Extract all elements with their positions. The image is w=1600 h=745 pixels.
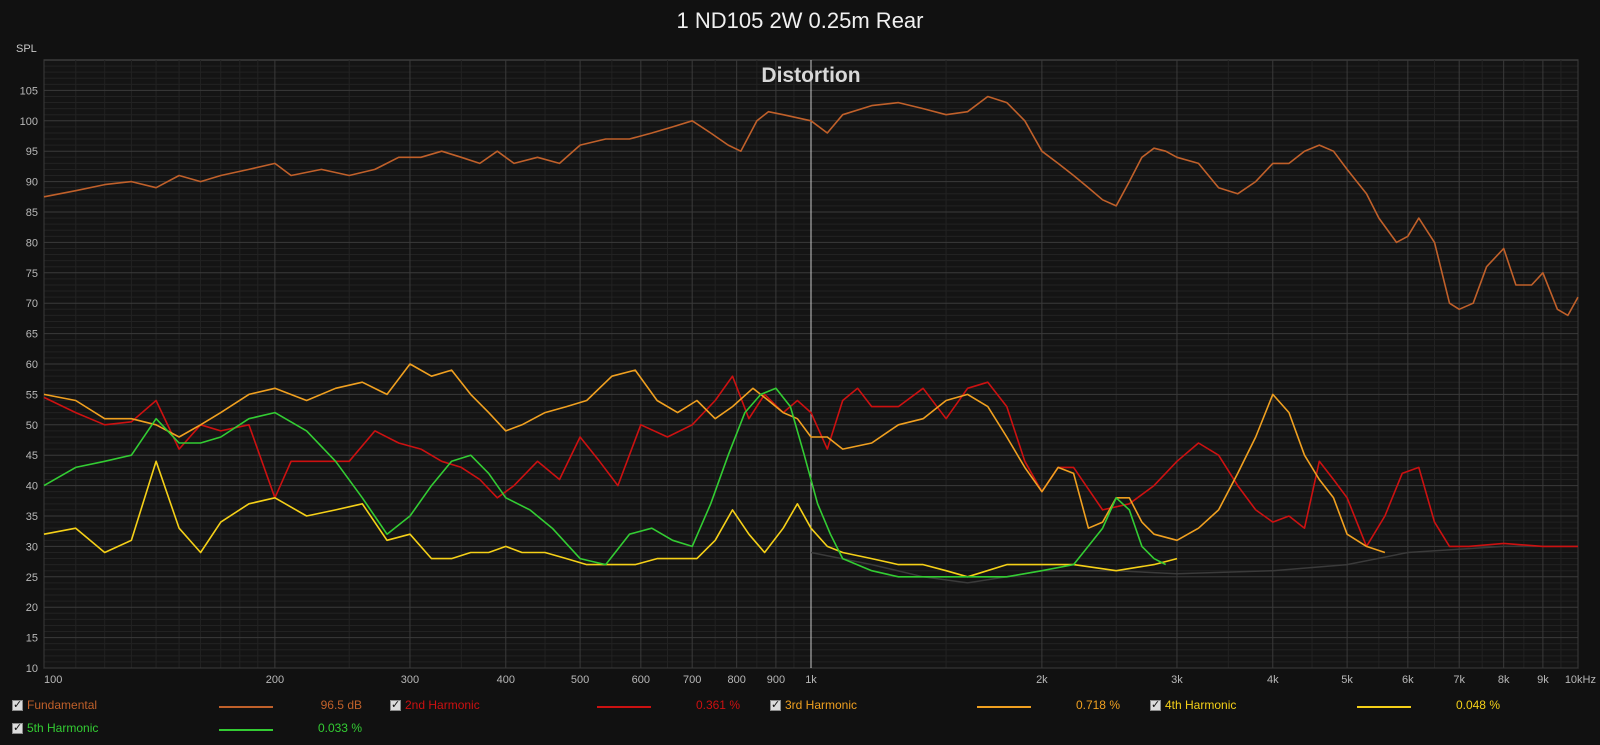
y-tick-label: 50 (26, 420, 38, 432)
y-tick-label: 95 (26, 146, 38, 158)
x-tick-label: 100 (44, 674, 62, 686)
legend-checkbox-5th-harmonic[interactable] (12, 721, 23, 734)
y-tick-label: 40 (26, 481, 38, 493)
y-tick-label: 105 (20, 85, 38, 97)
x-tick-label: 400 (497, 674, 515, 686)
y-tick-label: 80 (26, 237, 38, 249)
y-tick-label: 85 (26, 207, 38, 219)
y-tick-label: 90 (26, 177, 38, 189)
legend-checkbox-2nd-harmonic[interactable] (390, 698, 401, 711)
x-tick-label: 300 (401, 674, 419, 686)
x-tick-label: 4k (1267, 674, 1279, 686)
x-tick-label: 5k (1341, 674, 1353, 686)
y-tick-label: 70 (26, 298, 38, 310)
legend-value-fundamental: 96.5 dB (320, 698, 362, 712)
x-tick-label: 900 (767, 674, 785, 686)
legend-value-4th-harmonic: 0.048 % (1455, 698, 1500, 712)
x-tick-label: 600 (632, 674, 650, 686)
x-tick-label: 10kHz (1565, 674, 1596, 686)
series-line-5th-harmonic (43, 387, 1167, 578)
y-tick-label: 100 (20, 116, 38, 128)
x-tick-label: 3k (1171, 674, 1183, 686)
x-tick-label: 1k (805, 674, 817, 686)
y-tick-label: 15 (26, 633, 38, 645)
legend-swatch-fundamental (219, 706, 273, 708)
y-axis-label: SPL (16, 43, 37, 55)
y-tick-label: 20 (26, 602, 38, 614)
x-tick-label: 500 (571, 674, 589, 686)
series-line-3rd-harmonic (43, 363, 1386, 554)
x-tick-label: 2k (1036, 674, 1048, 686)
legend-label-2nd-harmonic: 2nd Harmonic (405, 698, 480, 712)
y-tick-label: 25 (26, 572, 38, 584)
x-tick-label: 9k (1537, 674, 1549, 686)
chart-title: 1 ND105 2W 0.25m Rear (676, 8, 924, 33)
x-tick-label: 7k (1453, 674, 1465, 686)
legend-label-4th-harmonic: 4th Harmonic (1165, 698, 1237, 712)
y-tick-label: 65 (26, 329, 38, 341)
y-tick-label: 60 (26, 359, 38, 371)
legend-value-5th-harmonic: 0.033 % (317, 721, 362, 735)
y-tick-label: 55 (26, 389, 38, 401)
legend-swatch-4th-harmonic (1357, 706, 1411, 708)
legend-label-5th-harmonic: 5th Harmonic (27, 721, 99, 735)
x-tick-label: 200 (266, 674, 284, 686)
x-tick-label: 800 (727, 674, 745, 686)
legend-value-3rd-harmonic: 0.718 % (1075, 698, 1120, 712)
y-tick-label: 30 (26, 541, 38, 553)
series-line-4th-harmonic (43, 460, 1178, 578)
legend-checkbox-fundamental[interactable] (12, 698, 23, 711)
y-tick-label: 75 (26, 268, 38, 280)
legend-label-fundamental: Fundamental (27, 698, 98, 712)
series-line-2nd-harmonic (43, 375, 1578, 548)
y-tick-label: 10 (26, 663, 38, 675)
x-tick-label: 8k (1498, 674, 1510, 686)
legend-swatch-3rd-harmonic (977, 706, 1031, 708)
legend-swatch-2nd-harmonic (597, 706, 651, 708)
x-tick-label: 6k (1402, 674, 1414, 686)
legend-label-3rd-harmonic: 3rd Harmonic (785, 698, 858, 712)
legend-swatch-5th-harmonic (219, 729, 273, 731)
y-tick-label: 35 (26, 511, 38, 523)
legend-checkbox-3rd-harmonic[interactable] (770, 698, 781, 711)
plot-title: Distortion (761, 64, 860, 87)
legend-value-2nd-harmonic: 0.361 % (695, 698, 740, 712)
legend-checkbox-4th-harmonic[interactable] (1150, 698, 1161, 711)
x-tick-label: 700 (683, 674, 701, 686)
series-line-fundamental (43, 95, 1579, 317)
y-tick-label: 45 (26, 450, 38, 462)
